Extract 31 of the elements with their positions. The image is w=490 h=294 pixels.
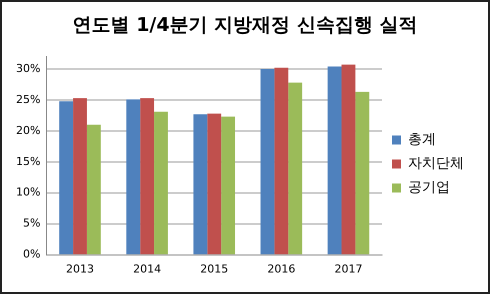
bar (207, 114, 222, 254)
bar (140, 98, 154, 254)
y-tick-label: 30% (16, 62, 40, 75)
x-tick-label: 2016 (267, 262, 296, 276)
bar (355, 92, 370, 254)
legend-label: 공기업 (408, 180, 450, 196)
bar (154, 112, 168, 254)
legend-label: 총계 (408, 132, 436, 148)
chart-title: 연도별 1/4분기 지방재정 신속집행 실적 (72, 13, 418, 38)
y-tick-label: 20% (16, 124, 40, 137)
bar (328, 66, 342, 254)
bar (260, 68, 274, 254)
bar (73, 98, 87, 254)
bar (59, 101, 74, 254)
bar (288, 82, 302, 254)
y-tick-label: 25% (16, 92, 40, 106)
y-tick-label: 5% (22, 216, 40, 230)
y-tick-label: 10% (16, 186, 40, 199)
x-tick-label: 2017 (334, 262, 362, 276)
bar (126, 99, 140, 254)
bar (193, 114, 208, 254)
bar (342, 64, 356, 254)
y-tick-label: 15% (16, 154, 40, 168)
bar (221, 116, 236, 254)
x-tick-label: 2013 (66, 262, 94, 276)
bar (274, 68, 288, 254)
x-tick-label: 2014 (133, 262, 162, 276)
bar (86, 124, 101, 254)
y-tick-label: 0% (22, 248, 40, 261)
legend-label: 자치단체 (408, 156, 464, 172)
x-tick-label: 2015 (200, 262, 228, 276)
